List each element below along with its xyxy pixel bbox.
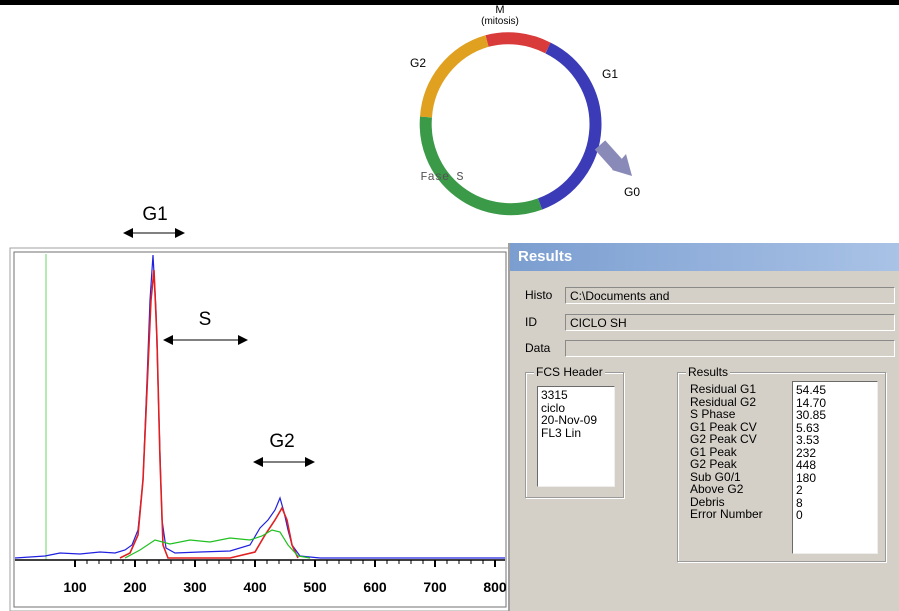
group-title: Results — [686, 365, 730, 379]
result-label: Error Number — [690, 508, 763, 521]
field-label: Histo — [525, 288, 552, 302]
fcs-line: FL3 Lin — [541, 427, 611, 440]
tick-label: 700 — [423, 579, 447, 595]
result-label: Residual G1 — [690, 383, 763, 396]
result-label: G2 Peak CV — [690, 433, 763, 446]
label-mitosis: (mitosis) — [481, 16, 519, 27]
field-box: C:\Documents and — [565, 287, 895, 304]
result-label: G2 Peak — [690, 458, 763, 471]
m-arc — [487, 38, 548, 48]
results-window: Results Histo C:\Documents and ID CICLO SH D… — [508, 243, 899, 611]
label-g0: G0 — [624, 185, 640, 199]
s-arc — [426, 117, 540, 209]
result-value: 448 — [796, 459, 874, 472]
tick-label: 400 — [243, 579, 267, 595]
field-label: ID — [525, 315, 537, 329]
field-label: Data — [525, 341, 550, 355]
field-box — [565, 340, 895, 357]
screen: {"cycle_diagram": {"labels": {"m": "M", … — [0, 0, 899, 611]
tick-label: 800 — [483, 579, 507, 595]
group-title: FCS Header — [534, 365, 605, 379]
label-g1: G1 — [602, 67, 618, 81]
result-value: 8 — [796, 497, 874, 510]
result-value: 54.45 — [796, 384, 874, 397]
tick-label: 300 — [183, 579, 207, 595]
field-box: CICLO SH — [565, 314, 895, 331]
result-value: 0 — [796, 509, 874, 522]
annotation: G1 — [142, 204, 167, 225]
result-value: 2 — [796, 484, 874, 497]
result-value: 30.85 — [796, 409, 874, 422]
tick-label: 500 — [303, 579, 327, 595]
result-value: 180 — [796, 472, 874, 485]
window-title: Results — [510, 243, 899, 271]
tick-label: 100 — [63, 579, 87, 595]
annotation: S — [199, 309, 212, 330]
fcs-line: 3315 — [541, 389, 611, 402]
label-g2: G2 — [410, 56, 426, 70]
result-label: S Phase — [690, 408, 763, 421]
annotation: G2 — [269, 431, 294, 452]
g2-arc — [426, 41, 487, 117]
fcs-line: 20-Nov-09 — [541, 414, 611, 427]
tick-label: 600 — [363, 579, 387, 595]
tick-label: 200 — [123, 579, 147, 595]
label-s: Fase S — [420, 170, 463, 184]
result-label: Above G2 — [690, 483, 763, 496]
label-m: M — [495, 4, 504, 16]
g0-arrow — [600, 145, 618, 165]
result-value: 3.53 — [796, 434, 874, 447]
g1-arc — [540, 48, 596, 204]
